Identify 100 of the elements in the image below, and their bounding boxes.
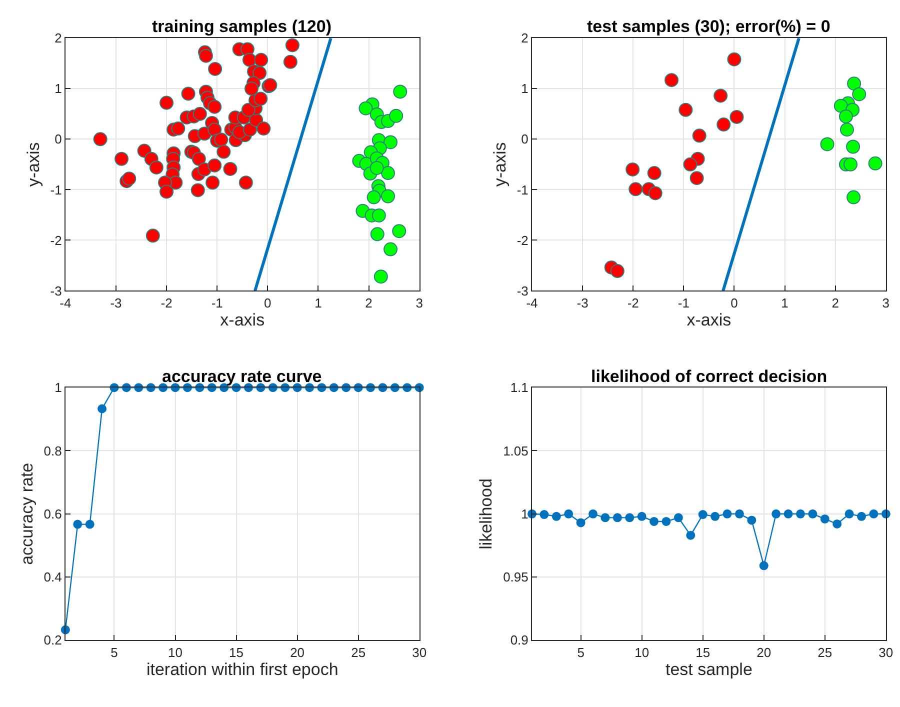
chart-title: likelihood of correct decision [591, 367, 828, 386]
point [692, 128, 706, 143]
x-tick-label: 30 [878, 644, 894, 660]
point [374, 270, 388, 284]
x-tick-label: 3 [416, 295, 423, 310]
x-tick-label: -3 [110, 295, 122, 310]
x-tick-label: 20 [290, 644, 305, 660]
y-tick-label: 1.05 [503, 443, 528, 458]
y-tick-label: 1 [521, 81, 528, 96]
x-tick-label: 15 [696, 644, 710, 660]
y-tick-label: -3 [50, 283, 62, 298]
x-tick-label: 5 [110, 644, 118, 660]
point [690, 171, 704, 186]
point [626, 162, 640, 176]
y-tick-label: -2 [50, 232, 62, 248]
point [710, 512, 720, 521]
y-tick-label: 1 [54, 81, 62, 96]
x-tick-label: 0 [264, 295, 272, 310]
point [637, 512, 646, 521]
y-tick-label: -2 [516, 232, 528, 248]
point [98, 404, 107, 414]
y-tick-label: 0 [521, 132, 528, 147]
point [820, 137, 834, 152]
point [747, 516, 756, 525]
point [372, 208, 386, 222]
y-axis-title: accuracy rate [17, 462, 36, 565]
point [612, 513, 622, 522]
point [722, 509, 732, 518]
x-tick-label: 10 [168, 644, 183, 660]
point [727, 52, 742, 66]
point [840, 122, 854, 137]
y-tick-label: 0.6 [44, 506, 62, 522]
point [698, 510, 708, 520]
x-axis-title: x-axis [220, 310, 265, 330]
y-tick-label: 1 [521, 506, 528, 522]
x-tick-label: 2 [365, 295, 372, 310]
x-tick-label: 15 [229, 644, 244, 660]
point [847, 76, 862, 91]
x-axis-title: iteration within first epoch [146, 660, 338, 680]
point [552, 512, 561, 521]
y-axis-title: y-axis [24, 142, 43, 187]
point [730, 110, 744, 124]
point [844, 157, 858, 172]
y-tick-label: -3 [516, 283, 528, 298]
point [576, 518, 586, 528]
y-tick-label: 0 [54, 132, 62, 147]
x-tick-label: -1 [211, 295, 223, 310]
point [370, 160, 384, 175]
point [650, 516, 659, 526]
x-tick-label: -2 [160, 295, 172, 310]
point [588, 509, 598, 518]
point [714, 88, 728, 103]
x-tick-label: 2 [832, 295, 839, 310]
chart-title: test samples (30); error(%) = 0 [587, 17, 830, 36]
point [540, 510, 549, 520]
x-axis-title: test sample [665, 660, 752, 680]
point [820, 514, 830, 524]
point [664, 73, 679, 88]
point [716, 118, 731, 132]
point [393, 84, 408, 99]
y-tick-label: 0.4 [44, 570, 62, 585]
point [846, 190, 861, 204]
point [846, 140, 860, 154]
point [564, 509, 574, 518]
point [392, 224, 406, 238]
point [678, 102, 693, 117]
point [868, 156, 882, 170]
point [838, 109, 853, 124]
point [384, 135, 398, 150]
point [844, 509, 854, 518]
point [389, 108, 404, 123]
point [358, 101, 373, 116]
point [628, 182, 643, 196]
x-tick-label: 30 [412, 644, 427, 660]
point [734, 509, 744, 518]
point [852, 87, 866, 102]
point [381, 189, 395, 204]
y-axis-title: likelihood [476, 478, 496, 550]
point [832, 519, 842, 528]
x-tick-label: -3 [576, 295, 588, 310]
point [674, 513, 683, 522]
y-tick-label: -1 [50, 182, 62, 198]
x-tick-label: 25 [351, 644, 366, 660]
point [625, 513, 634, 522]
y-tick-label: -1 [516, 182, 528, 198]
y-axis-title: y-axis [490, 142, 510, 187]
x-tick-label: -1 [678, 295, 690, 310]
point [610, 264, 624, 278]
point [73, 520, 82, 529]
x-tick-label: 1 [314, 295, 322, 310]
x-tick-label: -4 [60, 295, 72, 310]
x-tick-label: 1 [781, 295, 788, 310]
point [772, 509, 781, 518]
x-tick-label: 0 [730, 295, 738, 310]
x-tick-label: 25 [818, 644, 832, 660]
chart-title: accuracy rate curve [162, 367, 322, 386]
point [808, 509, 818, 518]
point [600, 513, 610, 522]
x-tick-label: 10 [634, 644, 650, 660]
x-axis-title: x-axis [686, 310, 732, 330]
